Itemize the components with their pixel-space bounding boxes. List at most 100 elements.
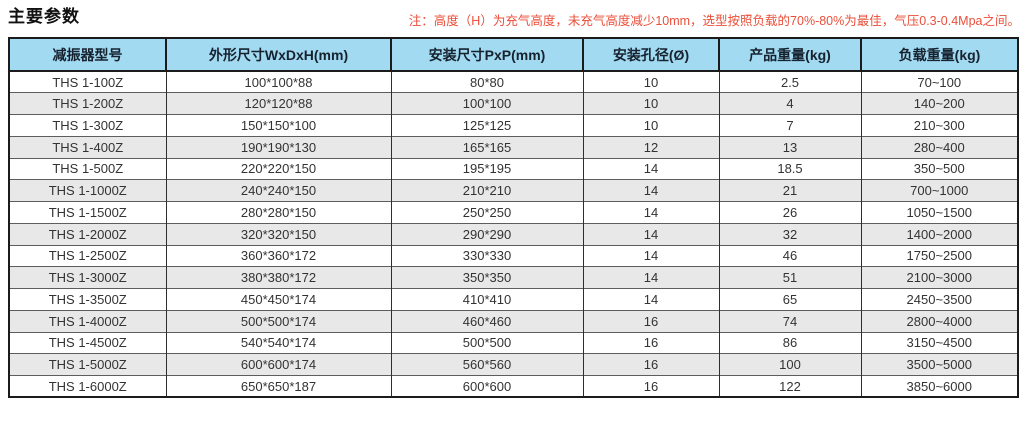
table-cell: THS 1-4000Z [9,309,166,332]
table-cell: 100 [718,353,861,376]
table-cell: 700~1000 [860,179,1018,202]
table-cell: THS 1-1500Z [9,201,166,224]
table-cell: 14 [582,288,719,311]
table-cell: 150*150*100 [165,114,391,137]
table-cell: 12 [582,135,719,158]
table-cell: 350*350 [390,266,583,289]
table-cell: THS 1-2500Z [9,244,166,267]
table-cell: 14 [582,266,719,289]
table-cell: 290*290 [390,222,583,245]
table-cell: 220*220*150 [165,157,391,180]
header-cell-hole-dia: 安装孔径(Ø) [582,38,719,72]
table-cell: 70~100 [860,70,1018,93]
table-row: THS 1-2000Z 320*320*150 290*290 14 32 1400~20… [9,222,1018,245]
table-cell: 600*600*174 [165,353,391,376]
page-title: 主要参数 [8,7,80,26]
table-header-row: 减振器型号 外形尺寸WxDxH(mm) 安装尺寸PxP(mm) 安装孔径(Ø) … [9,38,1018,72]
table-cell: 7 [718,114,861,137]
table-row: THS 1-200Z 120*120*88 100*100 10 4 140~200 [9,92,1018,115]
table-cell: 1750~2500 [860,244,1018,267]
table-cell: THS 1-100Z [9,70,166,93]
table-cell: 460*460 [390,309,583,332]
table-cell: 51 [718,266,861,289]
table-cell: 2450~3500 [860,288,1018,311]
table-cell: 14 [582,157,719,180]
table-row: THS 1-6000Z 650*650*187 600*600 16 122 3850~6… [9,375,1018,398]
table-cell: 14 [582,222,719,245]
table-row: THS 1-1500Z 280*280*150 250*250 14 26 1050~15… [9,201,1018,224]
table-cell: 65 [718,288,861,311]
table-cell: 2.5 [718,70,861,93]
table-cell: 100*100 [390,92,583,115]
table-cell: 540*540*174 [165,331,391,354]
table-cell: 320*320*150 [165,222,391,245]
table-cell: 14 [582,201,719,224]
table-cell: 16 [582,309,719,332]
table-cell: 100*100*88 [165,70,391,93]
table-cell: 125*125 [390,114,583,137]
table-cell: 26 [718,201,861,224]
table-cell: THS 1-400Z [9,135,166,158]
table-cell: THS 1-3000Z [9,266,166,289]
table-row: THS 1-300Z 150*150*100 125*125 10 7 210~300 [9,114,1018,137]
table-cell: 3500~5000 [860,353,1018,376]
table-cell: 560*560 [390,353,583,376]
table-cell: 16 [582,331,719,354]
table-cell: 13 [718,135,861,158]
table-row: THS 1-500Z 220*220*150 195*195 14 18.5 350~50… [9,157,1018,180]
table-row: THS 1-2500Z 360*360*172 330*330 14 46 1750~25… [9,244,1018,267]
header-cell-product-wt: 产品重量(kg) [718,38,861,72]
table-cell: 14 [582,244,719,267]
table-cell: 10 [582,70,719,93]
table-cell: 190*190*130 [165,135,391,158]
header-cell-install-size: 安装尺寸PxP(mm) [390,38,583,72]
params-table: 减振器型号 外形尺寸WxDxH(mm) 安装尺寸PxP(mm) 安装孔径(Ø) … [8,37,1019,399]
table-cell: 140~200 [860,92,1018,115]
table-cell: 1400~2000 [860,222,1018,245]
table-row: THS 1-1000Z 240*240*150 210*210 14 21 700~100… [9,179,1018,202]
table-cell: 16 [582,375,719,398]
table-cell: 380*380*172 [165,266,391,289]
table-cell: 650*650*187 [165,375,391,398]
table-cell: 360*360*172 [165,244,391,267]
table-cell: 165*165 [390,135,583,158]
table-cell: 195*195 [390,157,583,180]
table-cell: 350~500 [860,157,1018,180]
table-cell: 4 [718,92,861,115]
table-row: THS 1-100Z 100*100*88 80*80 10 2.5 70~100 [9,70,1018,93]
table-cell: 280~400 [860,135,1018,158]
table-cell: 74 [718,309,861,332]
table-cell: 500*500*174 [165,309,391,332]
table-row: THS 1-5000Z 600*600*174 560*560 16 100 3500~5… [9,353,1018,376]
table-cell: 500*500 [390,331,583,354]
table-cell: 410*410 [390,288,583,311]
table-cell: 600*600 [390,375,583,398]
table-row: THS 1-400Z 190*190*130 165*165 12 13 280~400 [9,135,1018,158]
table-row: THS 1-3500Z 450*450*174 410*410 14 65 2450~35… [9,288,1018,311]
table-cell: THS 1-2000Z [9,222,166,245]
table-body: THS 1-100Z 100*100*88 80*80 10 2.5 70~100 THS … [9,70,1018,398]
table-cell: 3850~6000 [860,375,1018,398]
table-cell: 10 [582,92,719,115]
table-cell: 250*250 [390,201,583,224]
table-cell: THS 1-4500Z [9,331,166,354]
table-cell: 2100~3000 [860,266,1018,289]
table-row: THS 1-3000Z 380*380*172 350*350 14 51 2100~30… [9,266,1018,289]
table-cell: 3150~4500 [860,331,1018,354]
header-cell-load-wt: 负载重量(kg) [860,38,1018,72]
table-cell: THS 1-3500Z [9,288,166,311]
header-cell-model: 减振器型号 [9,38,166,72]
table-cell: 122 [718,375,861,398]
table-cell: 120*120*88 [165,92,391,115]
table-cell: 10 [582,114,719,137]
table-cell: 210~300 [860,114,1018,137]
header-cell-outer-size: 外形尺寸WxDxH(mm) [165,38,391,72]
table-cell: 18.5 [718,157,861,180]
table-cell: 32 [718,222,861,245]
table-cell: 14 [582,179,719,202]
table-cell: 86 [718,331,861,354]
table-cell: 1050~1500 [860,201,1018,224]
table-cell: 240*240*150 [165,179,391,202]
table-cell: 46 [718,244,861,267]
table-cell: THS 1-1000Z [9,179,166,202]
